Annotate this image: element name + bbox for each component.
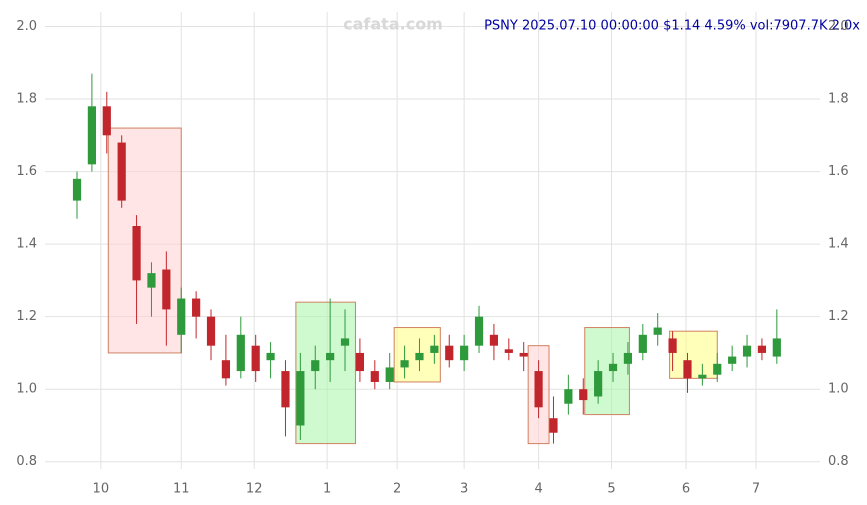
y-tick-label: 1.2 bbox=[16, 309, 37, 324]
candle-body bbox=[132, 225, 141, 281]
candle-body bbox=[326, 352, 335, 361]
candle-body bbox=[489, 334, 499, 346]
candle-body bbox=[549, 418, 558, 433]
y-tick-label: 1.8 bbox=[16, 92, 37, 107]
candle-body bbox=[638, 334, 647, 353]
candle-body bbox=[534, 371, 543, 408]
candle-body bbox=[623, 352, 633, 364]
x-tick-label: 6 bbox=[682, 482, 690, 497]
candle-body bbox=[430, 345, 439, 353]
watermark: cafata.com bbox=[343, 15, 443, 34]
x-tick-label: 7 bbox=[752, 482, 760, 497]
x-tick-label: 12 bbox=[246, 482, 263, 497]
x-tick-label: 3 bbox=[460, 482, 468, 497]
y-tick-label: 0.8 bbox=[16, 454, 37, 469]
candle-body bbox=[668, 338, 677, 353]
candle-body bbox=[192, 298, 201, 317]
candle-body bbox=[772, 338, 781, 357]
x-tick-label: 10 bbox=[93, 482, 110, 497]
y-tick-label-right: 1.4 bbox=[828, 237, 849, 252]
candle-body bbox=[608, 363, 618, 372]
candle-body bbox=[296, 371, 305, 426]
candle-body bbox=[266, 352, 275, 361]
y-tick-label-right: 0.8 bbox=[828, 454, 849, 469]
candle-body bbox=[102, 106, 111, 136]
zone bbox=[669, 330, 718, 379]
y-tick-label: 1.0 bbox=[16, 382, 37, 397]
candle-body bbox=[72, 178, 82, 201]
candle-body bbox=[340, 338, 350, 346]
candle-body bbox=[683, 360, 692, 379]
candle-body bbox=[221, 360, 231, 379]
x-tick-label: 4 bbox=[534, 482, 542, 497]
candle-body bbox=[162, 269, 171, 310]
y-tick-label-right: 1.0 bbox=[828, 382, 849, 397]
x-tick-label: 2 bbox=[393, 482, 401, 497]
candle-body bbox=[653, 327, 662, 335]
candle-body bbox=[206, 316, 216, 346]
candle-body bbox=[504, 349, 513, 353]
candle-body bbox=[370, 371, 379, 382]
y-tick-label-right: 1.8 bbox=[828, 92, 849, 107]
candle-body bbox=[281, 371, 290, 408]
x-tick-label: 1 bbox=[323, 482, 331, 497]
y-tick-label: 1.4 bbox=[16, 237, 37, 252]
y-tick-label-right: 1.2 bbox=[828, 309, 849, 324]
candle-body bbox=[415, 352, 424, 361]
candle-body bbox=[445, 345, 454, 361]
candle-body bbox=[474, 316, 484, 346]
x-tick-label: 11 bbox=[173, 482, 190, 497]
zone bbox=[584, 327, 630, 416]
candle-body bbox=[311, 360, 320, 372]
candle-body bbox=[519, 352, 528, 357]
chart-title: PSNY 2025.07.10 00:00:00 $1.14 4.59% vol… bbox=[484, 19, 860, 34]
candle-body bbox=[564, 389, 573, 404]
candle-body bbox=[742, 345, 752, 357]
y-tick-label-right: 2.0 bbox=[828, 19, 849, 34]
candle-body bbox=[236, 334, 245, 372]
candle-body bbox=[579, 389, 588, 401]
y-tick-label: 2.0 bbox=[16, 19, 37, 34]
candle-body bbox=[713, 363, 722, 375]
candle-body bbox=[355, 352, 365, 372]
candle-body bbox=[698, 374, 707, 379]
candle-body bbox=[728, 356, 737, 364]
candle-body bbox=[757, 345, 767, 353]
zone bbox=[295, 301, 356, 445]
candle-body bbox=[147, 273, 156, 288]
candle-body bbox=[400, 360, 409, 368]
x-tick-label: 5 bbox=[607, 482, 615, 497]
candle-body bbox=[87, 106, 96, 165]
y-tick-label: 1.6 bbox=[16, 164, 37, 179]
candle-body bbox=[594, 371, 603, 397]
y-tick-label-right: 1.6 bbox=[828, 164, 849, 179]
candle-body bbox=[251, 345, 260, 372]
candle-body bbox=[117, 142, 126, 201]
candle-body bbox=[177, 298, 186, 335]
candle-body bbox=[385, 367, 394, 382]
candle-body bbox=[460, 345, 469, 361]
